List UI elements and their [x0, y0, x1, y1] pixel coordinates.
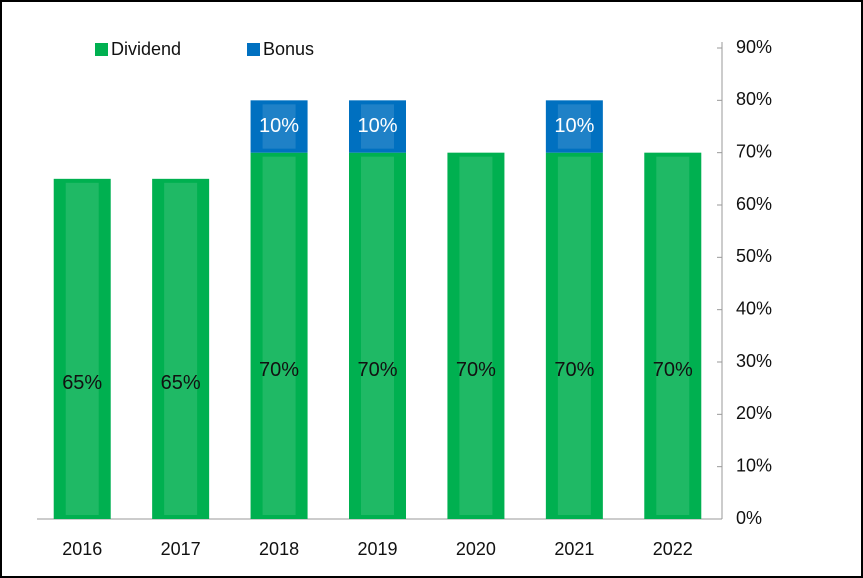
x-tick-label: 2020	[456, 539, 496, 559]
bar-highlight	[557, 104, 591, 149]
bar-highlight	[65, 182, 99, 516]
data-label: 70%	[653, 359, 693, 381]
data-label: 10%	[259, 115, 299, 137]
bar-segment	[349, 100, 406, 153]
data-label: 10%	[357, 115, 397, 137]
legend-label: Bonus	[263, 39, 314, 59]
y-tick-label: 0%	[736, 508, 762, 528]
bar-highlight	[262, 104, 296, 149]
y-tick-label: 90%	[736, 37, 772, 57]
bar-highlight	[361, 104, 394, 149]
data-label: 70%	[357, 359, 397, 381]
y-tick-label: 10%	[736, 455, 772, 475]
bar-highlight	[262, 156, 296, 515]
y-tick-label: 30%	[736, 351, 772, 371]
bar-highlight	[459, 156, 493, 515]
legend-swatch	[95, 43, 108, 56]
bar-highlight	[361, 156, 394, 515]
y-tick-label: 40%	[736, 298, 772, 318]
legend-swatch	[247, 43, 260, 56]
y-tick-label: 60%	[736, 194, 772, 214]
data-label: 70%	[259, 359, 299, 381]
bar-highlight	[164, 182, 198, 516]
bar-segment	[250, 100, 308, 153]
data-label: 70%	[456, 359, 496, 381]
bar-segment	[53, 178, 111, 520]
x-tick-label: 2016	[62, 539, 102, 559]
bar-segment	[644, 152, 702, 519]
bar-segment	[250, 152, 308, 519]
x-tick-label: 2022	[653, 539, 693, 559]
data-label: 70%	[554, 359, 594, 381]
y-tick-label: 80%	[736, 89, 772, 109]
y-tick-label: 20%	[736, 403, 772, 423]
bar-segment	[152, 178, 210, 520]
bar-highlight	[656, 156, 690, 515]
x-tick-label: 2019	[357, 539, 397, 559]
bar-segment	[545, 152, 603, 519]
data-label: 65%	[62, 372, 102, 394]
data-label: 10%	[554, 115, 594, 137]
legend-label: Dividend	[111, 39, 181, 59]
x-tick-label: 2017	[161, 539, 201, 559]
bar-highlight	[557, 156, 591, 515]
x-tick-label: 2021	[554, 539, 594, 559]
x-tick-label: 2018	[259, 539, 299, 559]
bar-segment	[545, 100, 603, 153]
bar-segment	[349, 152, 406, 519]
data-label: 65%	[161, 372, 201, 394]
y-tick-label: 70%	[736, 141, 772, 161]
y-tick-label: 50%	[736, 246, 772, 266]
bar-segment	[447, 152, 505, 519]
